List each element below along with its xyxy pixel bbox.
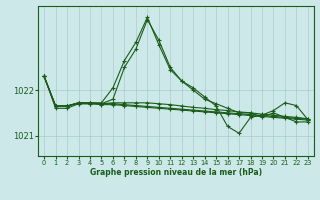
X-axis label: Graphe pression niveau de la mer (hPa): Graphe pression niveau de la mer (hPa) [90,168,262,177]
